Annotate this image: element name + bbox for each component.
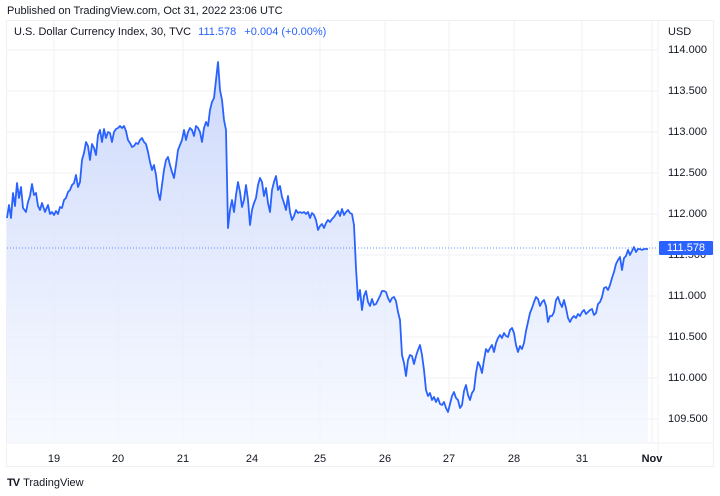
x-tick: 28: [507, 453, 521, 465]
chart-frame: [6, 20, 714, 467]
published-note: Published on TradingView.com, Oct 31, 20…: [7, 5, 283, 17]
y-tick: 113.500: [668, 85, 707, 97]
y-tick: 112.500: [668, 167, 707, 179]
x-tick: 31: [575, 453, 589, 465]
y-tick: 112.000: [668, 208, 707, 220]
x-tick: 19: [47, 453, 61, 465]
symbol-title: U.S. Dollar Currency Index, 30, TVC: [14, 26, 192, 38]
x-tick: 20: [111, 453, 125, 465]
y-tick: 114.000: [668, 44, 707, 56]
x-tick: 26: [378, 453, 392, 465]
x-tick: 25: [313, 453, 327, 465]
last-value: 111.578: [198, 26, 237, 38]
currency-label: USD: [668, 26, 692, 38]
x-tick: 24: [245, 453, 259, 465]
area-fill: [7, 62, 648, 443]
y-tick: 111.000: [668, 290, 707, 302]
last-price-tag: 111.578: [659, 241, 713, 255]
change-value: +0.004 (+0.00%): [244, 26, 327, 38]
x-tick-month: Nov: [641, 453, 663, 465]
footer-branding[interactable]: TV TradingView: [7, 477, 84, 489]
y-tick: 109.500: [668, 413, 708, 425]
brand-name: TradingView: [23, 477, 84, 489]
tradingview-logo-icon: TV: [7, 477, 20, 489]
y-tick: 113.000: [668, 126, 707, 138]
y-tick: 110.500: [668, 331, 707, 343]
price-line: [6, 61, 648, 413]
x-tick: 21: [176, 453, 190, 465]
x-tick: 27: [442, 453, 456, 465]
y-tick: 110.000: [668, 372, 707, 384]
chart-legend[interactable]: U.S. Dollar Currency Index, 30, TVC 111.…: [14, 26, 326, 38]
